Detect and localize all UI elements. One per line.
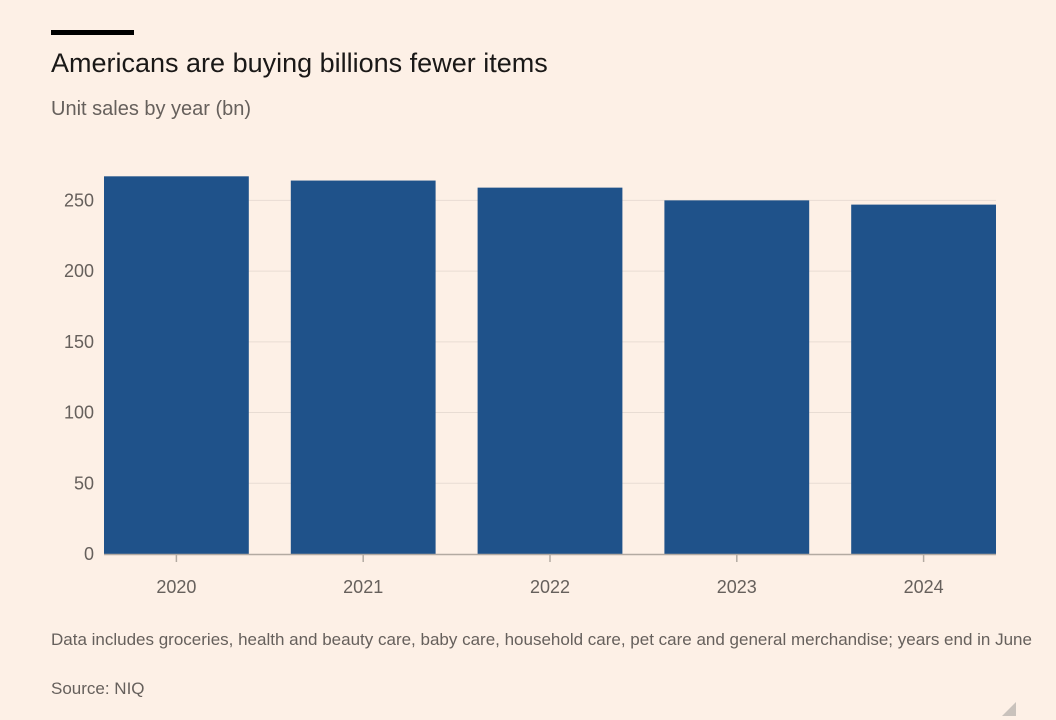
bar-2021 [290, 180, 436, 554]
y-tick-label: 250 [64, 190, 94, 210]
y-axis-ticks: 0 50 100 150 200 250 [64, 190, 94, 564]
footnote: Data includes groceries, health and beau… [51, 630, 1032, 649]
x-tick-label-2024: 2024 [904, 577, 944, 597]
y-tick-label: 50 [74, 473, 94, 493]
bars [104, 176, 996, 555]
bar-2022 [477, 187, 623, 554]
source-note: Source: NIQ [51, 679, 145, 698]
bar-2024 [851, 204, 996, 554]
bar-2023 [664, 200, 810, 554]
x-tick-label-2021: 2021 [343, 577, 383, 597]
x-tick-label-2020: 2020 [156, 577, 196, 597]
chart-subtitle: Unit sales by year (bn) [51, 98, 252, 120]
y-tick-label: 0 [84, 544, 94, 564]
bar-2020 [104, 176, 249, 555]
resize-handle-icon[interactable] [1002, 702, 1016, 716]
y-tick-label: 100 [64, 403, 94, 423]
x-tick-label-2023: 2023 [717, 577, 757, 597]
header-rule [51, 30, 134, 35]
chart-title: Americans are buying billions fewer item… [51, 48, 548, 78]
y-tick-label: 200 [64, 261, 94, 281]
y-tick-label: 150 [64, 332, 94, 352]
x-axis-ticks: 2020 2021 2022 2023 2024 [156, 554, 944, 597]
x-tick-label-2022: 2022 [530, 577, 570, 597]
